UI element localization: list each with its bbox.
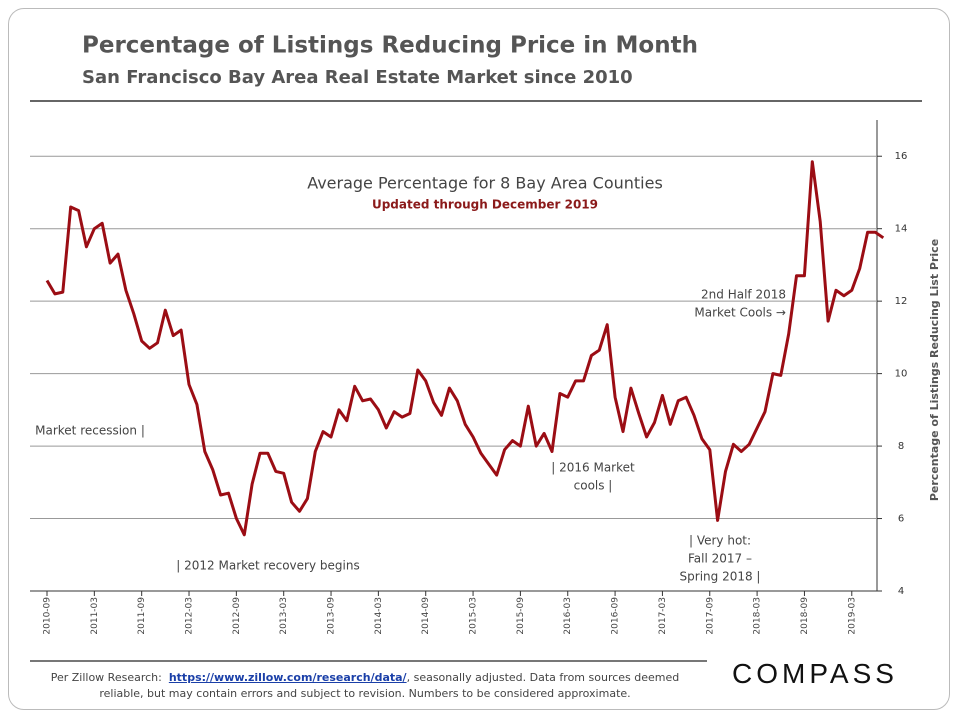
x-tick-label: 2017-09 [705, 597, 715, 635]
data-line [45, 160, 885, 537]
x-tick-label: 2011-09 [137, 597, 147, 635]
x-tick-label: 2015-09 [516, 597, 526, 635]
annotation: Market Cools → [694, 306, 786, 320]
x-tick-label: 2018-03 [753, 597, 763, 635]
footer-prefix: Per Zillow Research: [50, 671, 162, 684]
annotation: Market recession | [35, 424, 145, 438]
x-tick-label: 2016-03 [563, 597, 573, 635]
x-tick-label: 2019-03 [847, 597, 857, 635]
y-tick-label: 16 [895, 151, 908, 162]
y-tick-label: 10 [895, 369, 908, 380]
x-tick-label: 2013-09 [327, 597, 337, 635]
annotation: cools | [574, 479, 613, 493]
annotation: | 2016 Market [551, 461, 635, 475]
y-axis-label: Percentage of Listings Reducing List Pri… [928, 239, 941, 501]
footer-text: , seasonally adjusted. Data from sources… [99, 671, 680, 700]
x-tick-label: 2017-03 [658, 597, 668, 635]
y-tick-label: 6 [898, 514, 904, 525]
annotation: Fall 2017 – [688, 552, 752, 566]
inner-title: Average Percentage for 8 Bay Area Counti… [307, 174, 663, 193]
y-tick-label: 4 [898, 586, 904, 597]
x-tick-label: 2012-09 [232, 597, 242, 635]
x-tick-label: 2015-03 [469, 597, 479, 635]
chart-title: Percentage of Listings Reducing Price in… [82, 33, 698, 59]
x-tick-label: 2014-09 [421, 597, 431, 635]
annotation: 2nd Half 2018 [701, 288, 786, 302]
card [8, 8, 950, 710]
x-tick-label: 2012-03 [185, 597, 195, 635]
y-tick-label: 14 [895, 224, 908, 235]
footer: Per Zillow Research: https://www.zillow.… [40, 670, 690, 702]
inner-subtitle: Updated through December 2019 [372, 198, 598, 212]
chart-subtitle: San Francisco Bay Area Real Estate Marke… [82, 67, 633, 88]
logo: COMPASS [732, 658, 898, 689]
x-tick-label: 2011-03 [90, 597, 100, 635]
y-tick-label: 12 [895, 296, 908, 307]
x-tick-label: 2014-03 [374, 597, 384, 635]
y-tick-label: 8 [898, 441, 904, 452]
annotation: | 2012 Market recovery begins [176, 559, 359, 573]
x-tick-label: 2016-09 [611, 597, 621, 635]
x-tick-label: 2013-03 [279, 597, 289, 635]
x-tick-label: 2010-09 [43, 597, 53, 635]
x-tick-label: 2018-09 [800, 597, 810, 635]
annotation: Spring 2018 | [680, 570, 761, 584]
annotation: | Very hot: [689, 534, 751, 548]
footer-link[interactable]: https://www.zillow.com/research/data/ [168, 671, 407, 684]
